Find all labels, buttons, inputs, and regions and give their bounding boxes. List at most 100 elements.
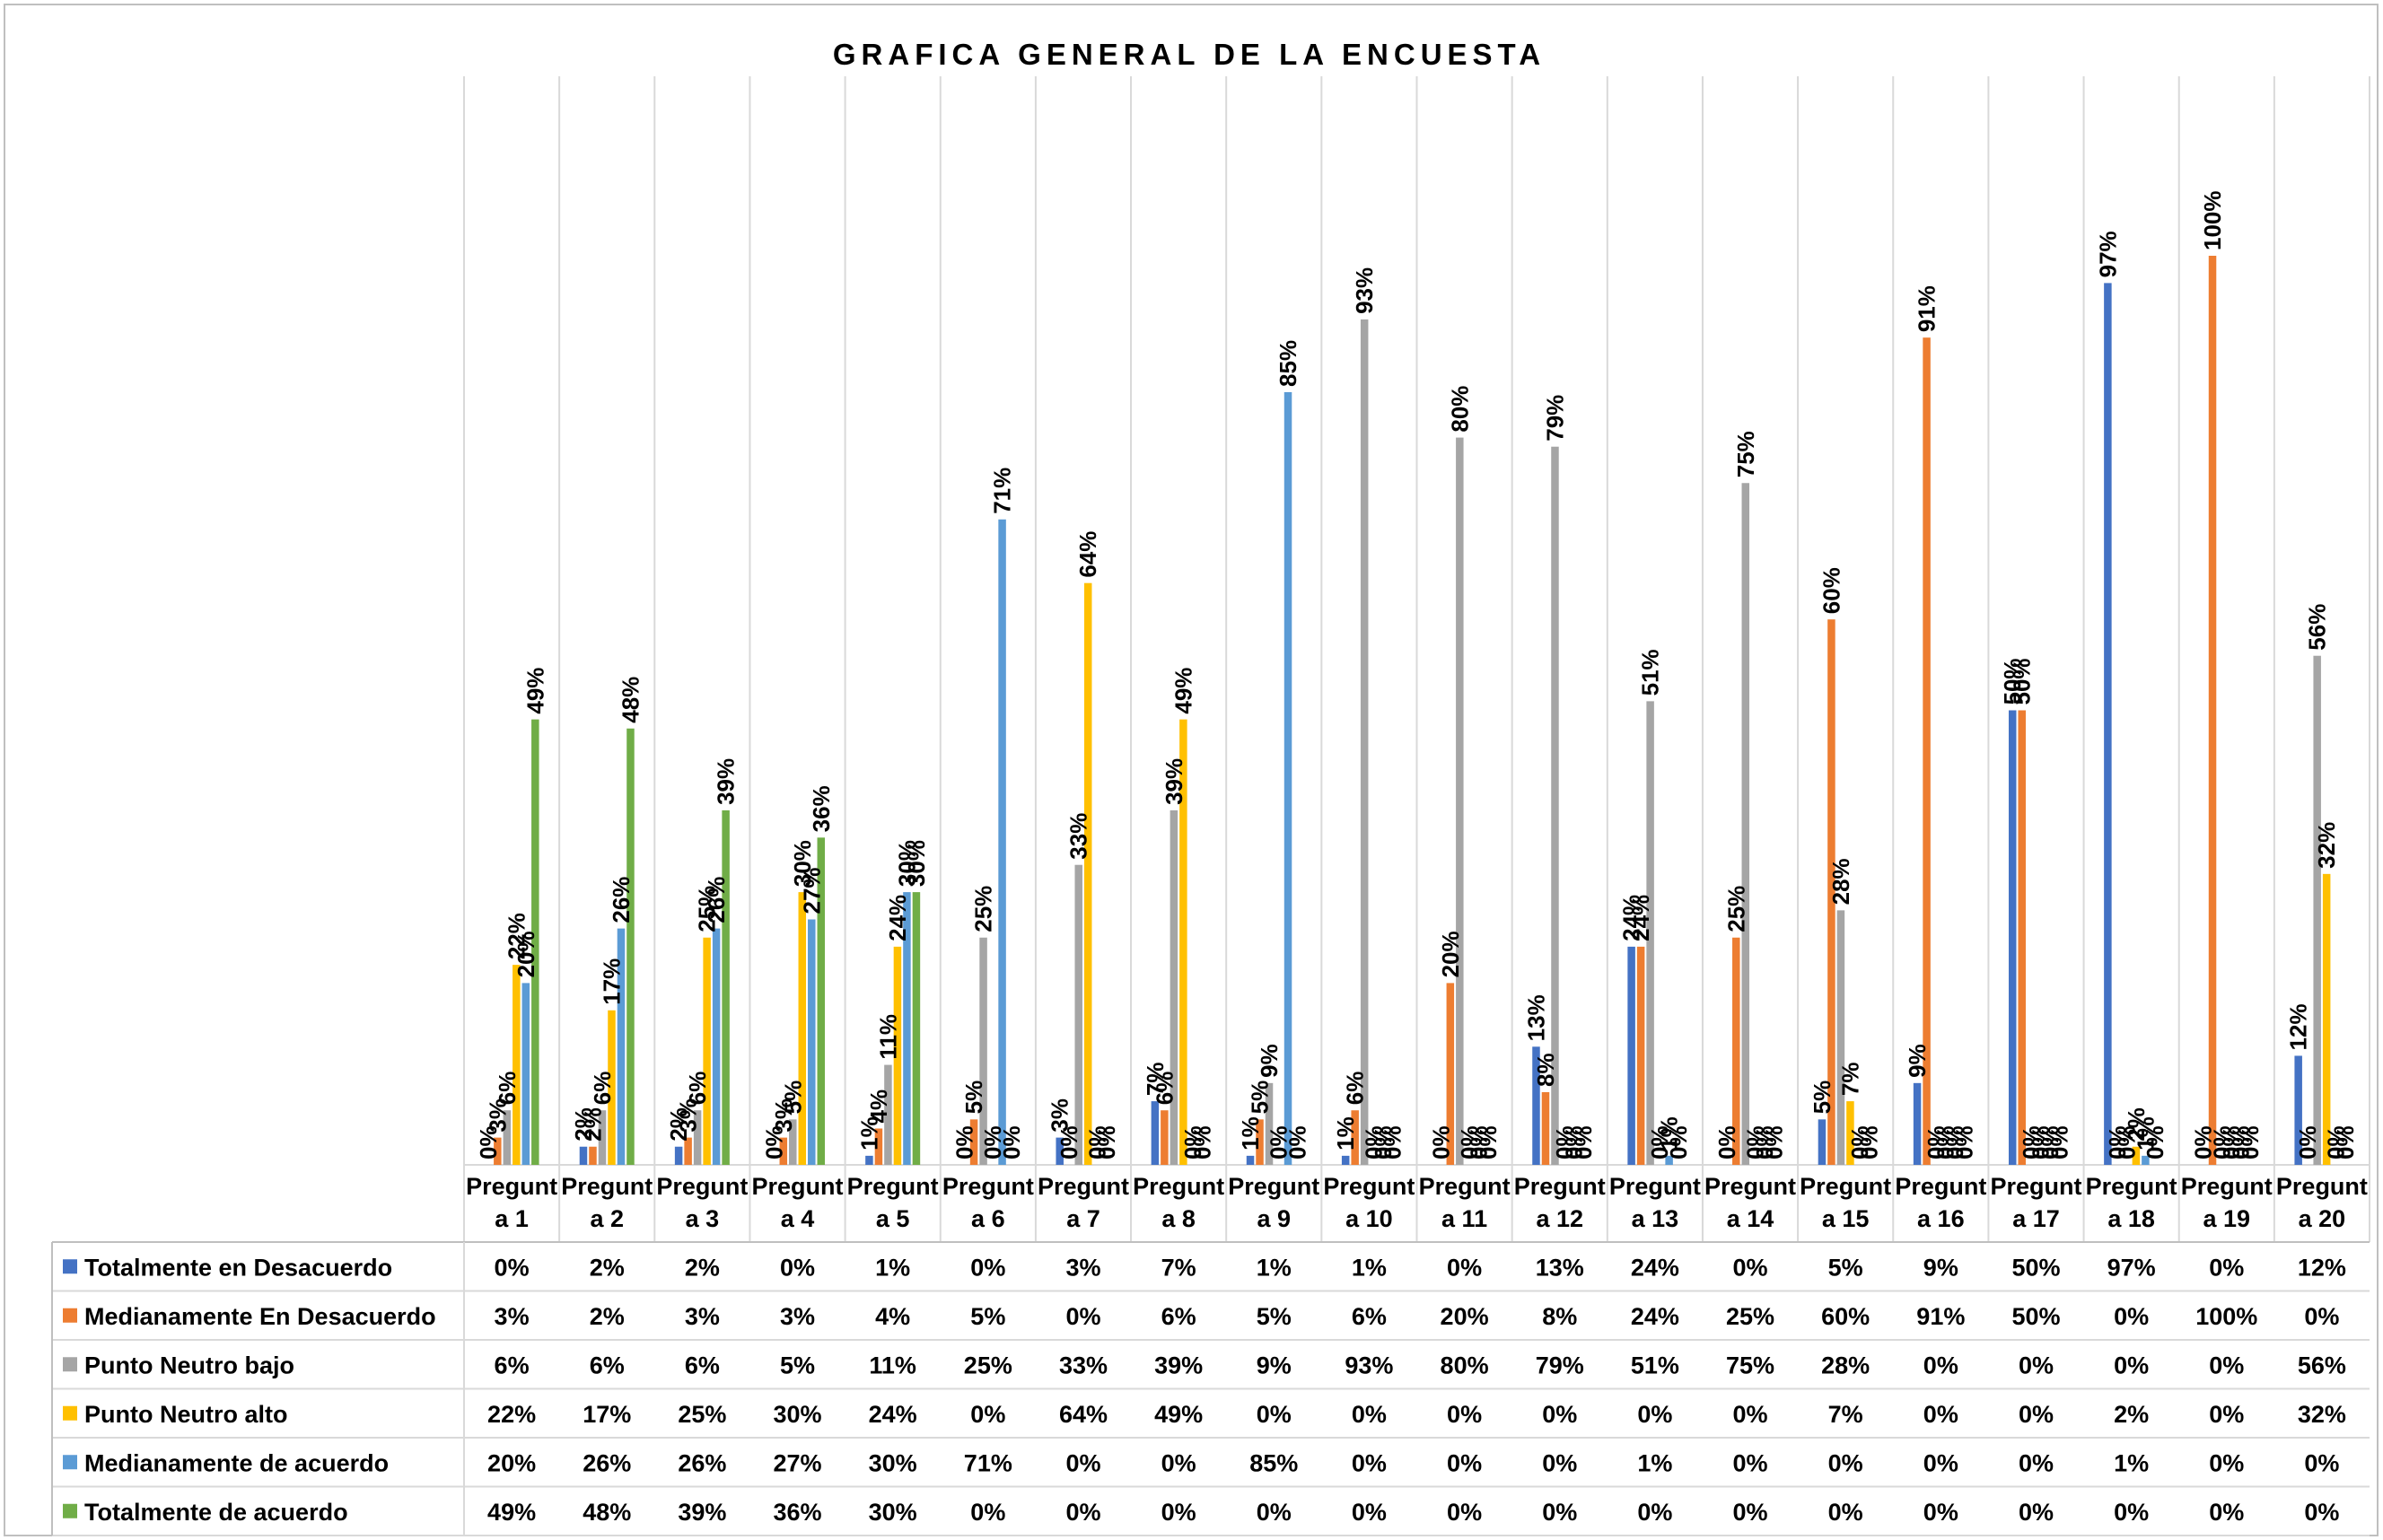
bar: [674, 1146, 683, 1165]
table-cell: 39%: [1154, 1352, 1203, 1378]
category-label: a 18: [2107, 1205, 2155, 1232]
data-label: 93%: [1351, 267, 1378, 314]
table-cell: 0%: [2019, 1449, 2054, 1476]
category-label: Pregunt: [656, 1173, 748, 1200]
bar: [1913, 1082, 1922, 1165]
data-label: 0%: [1427, 1125, 1454, 1159]
table-cell: 1%: [1257, 1254, 1292, 1281]
table-cell: 6%: [1161, 1303, 1196, 1330]
table-cell: 0%: [970, 1254, 1005, 1281]
table-cell: 0%: [2019, 1401, 2054, 1428]
data-label: 0%: [1056, 1125, 1082, 1159]
data-label: 0%: [2190, 1125, 2217, 1159]
table-cell: 0%: [495, 1254, 530, 1281]
table-cell: 3%: [1065, 1254, 1100, 1281]
data-label: 0%: [1093, 1125, 1120, 1159]
data-label: 0%: [1266, 1125, 1292, 1159]
table-cell: 0%: [2304, 1303, 2339, 1330]
data-label: 7%: [1836, 1063, 1863, 1097]
data-label: 0%: [1380, 1125, 1406, 1159]
bar: [1179, 719, 1187, 1165]
data-label: 0%: [951, 1125, 978, 1159]
data-label: 0%: [2209, 1125, 2236, 1159]
category-label: a 2: [590, 1205, 624, 1232]
data-labels-layer: 0%2% 2%0% 1% 0%3%7%1% 1% 0%13%24%0%5%9%50%97%…: [466, 191, 2368, 1233]
data-label: 32%: [2313, 822, 2340, 869]
data-label: 30%: [789, 840, 816, 887]
data-label: 51%: [1637, 649, 1664, 696]
table-cell: 0%: [2209, 1254, 2244, 1281]
data-label: 5%: [1809, 1081, 1835, 1115]
table-cell: 0%: [1352, 1499, 1387, 1526]
table-cell: 30%: [869, 1449, 917, 1476]
data-label: 0%: [1560, 1125, 1587, 1159]
bar: [1056, 1137, 1064, 1165]
data-label: 49%: [521, 668, 548, 714]
bar: [1170, 809, 1178, 1165]
table-cell: 0%: [1733, 1401, 1768, 1428]
legend-key: [63, 1259, 77, 1274]
bar: [1732, 937, 1740, 1165]
data-label: 8%: [1532, 1053, 1559, 1087]
bar: [779, 1137, 788, 1165]
table-cell: 0%: [2114, 1352, 2149, 1378]
data-label: 0%: [1941, 1125, 1968, 1159]
table-cell: 33%: [1059, 1352, 1108, 1378]
category-label: Pregunt: [1704, 1173, 1796, 1200]
data-label: 79%: [1541, 395, 1568, 442]
bar: [494, 1137, 502, 1165]
bar: [998, 519, 1006, 1165]
table-cell: 49%: [487, 1499, 536, 1526]
bar: [1265, 1082, 1274, 1165]
table-cell: 7%: [1828, 1401, 1863, 1428]
table-cell: 50%: [2011, 1303, 2060, 1330]
data-label: 0%: [1751, 1125, 1778, 1159]
data-label: 0%: [2142, 1125, 2168, 1159]
data-label: 3%: [770, 1098, 797, 1133]
category-label: a 7: [1066, 1205, 1100, 1232]
data-label: 5%: [1247, 1081, 1274, 1115]
bar: [1446, 983, 1455, 1165]
data-label: 75%: [1732, 431, 1759, 477]
table-cell: 26%: [678, 1449, 726, 1476]
table-cell: 13%: [1536, 1254, 1584, 1281]
bar: [2018, 710, 2026, 1165]
category-label: a 4: [781, 1205, 815, 1232]
table-cell: 25%: [1726, 1303, 1774, 1330]
data-label: 9%: [1256, 1044, 1283, 1078]
data-label: 0%: [1370, 1125, 1397, 1159]
data-label: 85%: [1275, 340, 1301, 387]
bar: [626, 728, 635, 1165]
table-cell: 17%: [583, 1401, 631, 1428]
bar: [722, 809, 730, 1165]
table-cell: 56%: [2298, 1352, 2346, 1378]
table-cell: 0%: [1637, 1401, 1672, 1428]
table-cell: 0%: [1542, 1499, 1577, 1526]
bar: [589, 1146, 597, 1165]
bar: [703, 937, 711, 1165]
data-label: 0%: [760, 1125, 787, 1159]
data-label: 0%: [2323, 1125, 2350, 1159]
legend-key: [63, 1405, 77, 1421]
table-cell: 0%: [1828, 1449, 1863, 1476]
data-label: 33%: [1065, 813, 1092, 860]
bar: [2104, 283, 2112, 1165]
bar: [684, 1137, 692, 1165]
table-cell: 0%: [2209, 1401, 2244, 1428]
data-label: 22%: [503, 913, 530, 959]
data-label: 0%: [998, 1125, 1025, 1159]
data-label: 0%: [475, 1125, 502, 1159]
data-label: 6%: [1151, 1072, 1178, 1106]
category-label: Pregunt: [1800, 1173, 1891, 1200]
data-label: 80%: [1446, 386, 1473, 433]
bar: [1074, 864, 1082, 1165]
table-cell: 0%: [1065, 1499, 1100, 1526]
data-label: 0%: [1475, 1125, 1502, 1159]
bar: [1456, 437, 1464, 1166]
bar: [1846, 1101, 1854, 1165]
legend-key: [63, 1503, 77, 1518]
bar: [2313, 655, 2321, 1165]
category-label: Pregunt: [561, 1173, 653, 1200]
table-cell: 7%: [1161, 1254, 1196, 1281]
table-cell: 3%: [685, 1303, 720, 1330]
